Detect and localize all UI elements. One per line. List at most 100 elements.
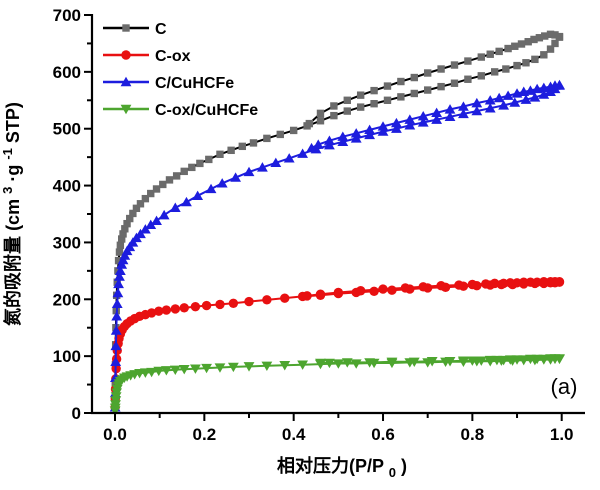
square-marker <box>126 214 134 223</box>
square-marker <box>330 102 338 110</box>
circle-marker <box>532 277 542 287</box>
square-marker <box>477 53 485 61</box>
square-marker <box>477 72 485 80</box>
circle-marker <box>525 277 536 287</box>
triangle-down-marker <box>146 367 158 378</box>
circle-marker <box>161 305 172 315</box>
square-marker <box>541 32 549 40</box>
triangle-down-marker <box>444 357 456 367</box>
square-marker <box>263 134 271 143</box>
y-axis-title-superscript: 3 <box>0 187 15 194</box>
triangle-down-marker <box>475 356 487 366</box>
triangle-up-marker <box>511 88 523 98</box>
legend-item: C <box>103 21 167 38</box>
triangle-up-marker <box>391 117 402 128</box>
triangle-up-marker <box>192 190 204 201</box>
triangle-up-marker <box>471 97 483 108</box>
square-marker <box>159 180 167 189</box>
circle-marker <box>467 279 478 290</box>
triangle-up-marker <box>297 148 309 158</box>
triangle-up-marker <box>498 100 510 110</box>
triangle-up-marker <box>538 82 550 92</box>
square-marker <box>540 51 548 59</box>
square-marker <box>165 176 174 184</box>
circle-marker <box>436 280 446 291</box>
triangle-up-marker <box>270 157 282 168</box>
triangle-down-marker <box>201 363 212 374</box>
square-marker <box>410 73 418 82</box>
triangle-up-marker <box>404 114 416 124</box>
square-marker <box>555 32 564 41</box>
legend-label: C-ox <box>155 48 191 65</box>
triangle-up-marker <box>404 120 416 130</box>
legend-label: C-ox/CuHCFe <box>155 102 258 119</box>
y-axis-title-text2: ·g <box>3 165 23 182</box>
square-marker <box>172 172 181 180</box>
square-marker <box>423 86 432 94</box>
square-marker <box>122 24 130 32</box>
square-marker <box>464 57 472 65</box>
triangle-down-marker <box>153 366 165 377</box>
square-marker <box>147 189 155 198</box>
triangle-up-marker <box>538 89 550 99</box>
square-marker <box>141 194 150 203</box>
triangle-down-marker <box>214 363 226 373</box>
triangle-up-marker <box>216 178 228 188</box>
y-tick-label: 100 <box>53 347 81 366</box>
square-marker <box>180 167 188 176</box>
triangle-down-marker <box>227 362 239 373</box>
circle-marker <box>262 295 272 305</box>
square-marker <box>123 219 131 228</box>
triangle-up-marker <box>377 121 389 131</box>
triangle-up-marker <box>493 92 505 103</box>
y-tick-label: 0 <box>72 404 81 423</box>
series-line <box>114 281 560 408</box>
circle-marker <box>519 277 529 287</box>
square-marker <box>249 139 258 147</box>
square-marker <box>517 40 526 48</box>
square-marker <box>356 103 365 111</box>
triangle-up-marker <box>111 311 123 321</box>
triangle-down-marker <box>408 357 420 368</box>
y-tick-label: 600 <box>53 63 81 82</box>
triangle-down-marker <box>341 358 353 368</box>
square-marker <box>530 35 538 44</box>
x-tick-label: 1.0 <box>550 425 574 444</box>
x-axis-title: 相对压力(P/P 0 ) <box>277 455 407 481</box>
triangle-up-marker <box>431 107 443 117</box>
circle-marker <box>387 285 397 295</box>
circle-marker <box>333 287 344 298</box>
circle-marker <box>512 278 522 288</box>
triangle-down-marker <box>364 358 376 368</box>
circle-marker <box>315 289 326 299</box>
triangle-up-marker <box>391 123 402 133</box>
triangle-up-marker <box>205 183 217 194</box>
triangle-down-marker <box>315 358 326 369</box>
triangle-down-marker <box>386 357 398 368</box>
square-marker <box>504 44 512 53</box>
triangle-up-marker <box>529 92 541 102</box>
square-marker <box>238 142 247 151</box>
y-tick-label: 300 <box>53 233 81 252</box>
square-marker <box>132 204 141 213</box>
triangle-up-marker <box>458 101 469 111</box>
series-c-cuhcfe <box>109 79 565 412</box>
square-marker <box>119 230 127 238</box>
circle-marker <box>244 296 254 307</box>
square-marker <box>370 99 378 108</box>
triangle-up-marker <box>377 126 389 136</box>
circle-marker <box>154 306 164 316</box>
triangle-down-marker <box>261 361 273 372</box>
triangle-down-marker <box>324 358 335 369</box>
square-marker <box>531 55 539 64</box>
triangle-down-marker <box>160 366 172 376</box>
square-marker <box>383 96 392 104</box>
triangle-up-marker <box>257 162 268 172</box>
square-marker <box>276 130 284 139</box>
triangle-up-marker <box>306 142 317 153</box>
square-marker <box>437 65 445 73</box>
square-marker <box>397 93 405 101</box>
triangle-up-marker <box>350 133 362 143</box>
square-marker <box>522 59 530 67</box>
